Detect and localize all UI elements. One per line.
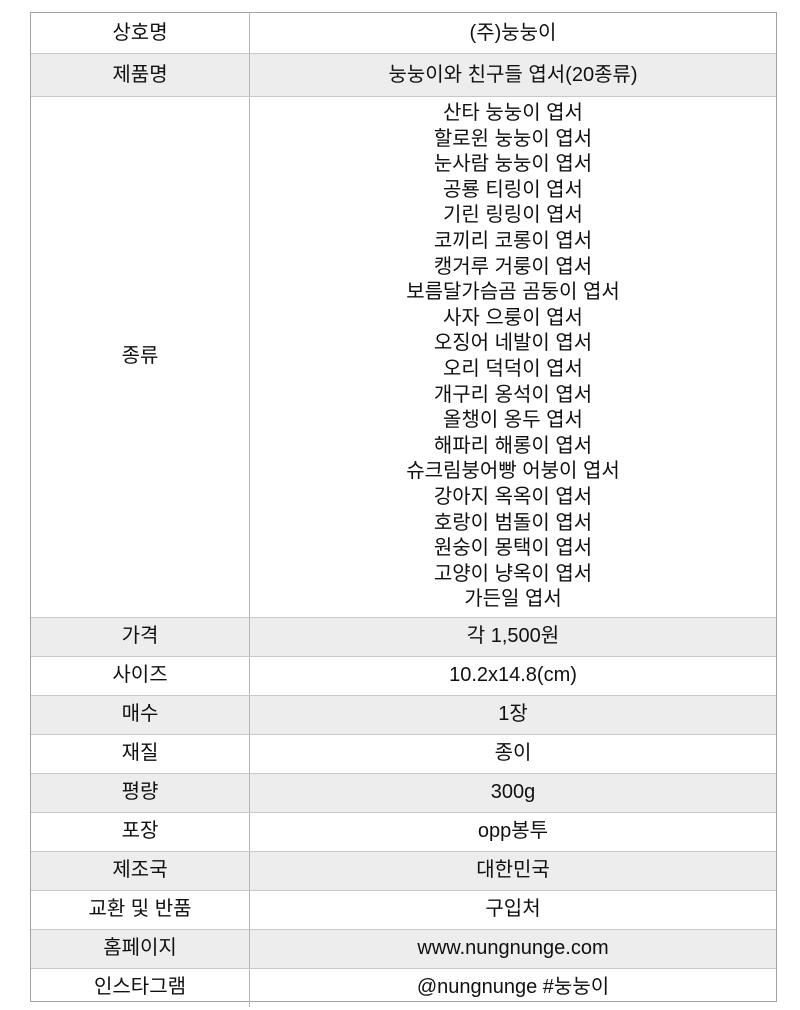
type-list-item: 해파리 해롱이 엽서 [433, 434, 593, 457]
row-value: (주)눙눙이 [469, 21, 557, 44]
type-list-item: 눈사람 눙눙이 엽서 [433, 153, 593, 176]
row-label: 상호명 [31, 13, 250, 53]
table-row-paper-weight: 평량 300g [31, 772, 776, 812]
row-label: 인스타그램 [31, 968, 250, 1007]
type-list-item: 개구리 옹석이 엽서 [433, 383, 593, 406]
row-value-homepage-url: www.nungnunge.com [417, 937, 609, 960]
row-label: 가격 [31, 617, 250, 656]
type-list-item: 고양이 냥옥이 엽서 [433, 562, 593, 585]
type-list-item: 기린 링링이 엽서 [443, 204, 583, 227]
row-value: 눙눙이와 친구들 엽서(20종류) [388, 63, 638, 86]
row-label: 제품명 [31, 54, 250, 96]
type-list-item: 호랑이 범돌이 엽서 [433, 511, 593, 534]
type-list-item: 할로윈 눙눙이 엽서 [433, 127, 593, 150]
row-value: 구입처 [485, 898, 541, 921]
row-label: 종류 [31, 97, 250, 617]
row-label: 평량 [31, 773, 250, 812]
table-row-sheet-count: 매수 1장 [31, 694, 776, 734]
row-label: 재질 [31, 734, 250, 773]
row-label: 홈페이지 [31, 929, 250, 968]
table-row-business-name: 상호명 (주)눙눙이 [31, 13, 776, 53]
type-list-item: 보름달가슴곰 곰둥이 엽서 [406, 281, 620, 304]
row-value-types-list: 산타 눙눙이 엽서 할로윈 눙눙이 엽서 눈사람 눙눙이 엽서 공룡 티링이 엽… [250, 97, 776, 617]
type-list-item: 코끼리 코롱이 엽서 [433, 229, 593, 252]
table-row-homepage: 홈페이지 www.nungnunge.com [31, 928, 776, 968]
row-value-instagram-handle: @nungnunge #눙눙이 [416, 976, 610, 999]
type-list-item: 오징어 네발이 엽서 [433, 332, 593, 355]
row-value: 1장 [498, 703, 528, 726]
product-spec-table: 상호명 (주)눙눙이 제품명 눙눙이와 친구들 엽서(20종류) 종류 산타 눙… [30, 12, 777, 1007]
row-label: 매수 [31, 695, 250, 734]
row-value: 각 1,500원 [466, 625, 560, 648]
table-row-material: 재질 종이 [31, 733, 776, 773]
table-row-product-name: 제품명 눙눙이와 친구들 엽서(20종류) [31, 53, 776, 96]
type-list-item: 가든일 엽서 [464, 588, 562, 611]
table-row-country: 제조국 대한민국 [31, 850, 776, 890]
type-list-item: 사자 으룽이 엽서 [443, 306, 583, 329]
type-list-item: 강아지 옥옥이 엽서 [433, 485, 593, 508]
table-row-size: 사이즈 10.2x14.8(cm) [31, 655, 776, 695]
row-value: 10.2x14.8(cm) [449, 664, 577, 687]
type-list-item: 슈크림붕어빵 어붕이 엽서 [406, 460, 620, 483]
table-row-price: 가격 각 1,500원 [31, 616, 776, 656]
type-list-item: 오리 덕덕이 엽서 [443, 357, 583, 380]
row-value: 대한민국 [476, 859, 550, 882]
row-label: 포장 [31, 812, 250, 851]
row-label: 제조국 [31, 851, 250, 890]
type-list-item: 공룡 티링이 엽서 [443, 178, 583, 201]
row-value: 종이 [494, 742, 532, 765]
type-list-item: 캥거루 거룽이 엽서 [433, 255, 593, 278]
type-list-item: 산타 눙눙이 엽서 [443, 102, 583, 124]
type-list-item: 원숭이 몽택이 엽서 [433, 537, 593, 560]
table-row-types: 종류 산타 눙눙이 엽서 할로윈 눙눙이 엽서 눈사람 눙눙이 엽서 공룡 티링… [31, 96, 776, 617]
table-row-instagram: 인스타그램 @nungnunge #눙눙이 [31, 967, 776, 1007]
row-value: opp봉투 [477, 820, 549, 843]
table-row-packaging: 포장 opp봉투 [31, 811, 776, 851]
type-list-item: 올챙이 옹두 엽서 [443, 409, 583, 432]
row-label: 사이즈 [31, 656, 250, 695]
table-row-exchange-return: 교환 및 반품 구입처 [31, 889, 776, 929]
row-label: 교환 및 반품 [31, 890, 250, 929]
row-value: 300g [490, 781, 536, 804]
